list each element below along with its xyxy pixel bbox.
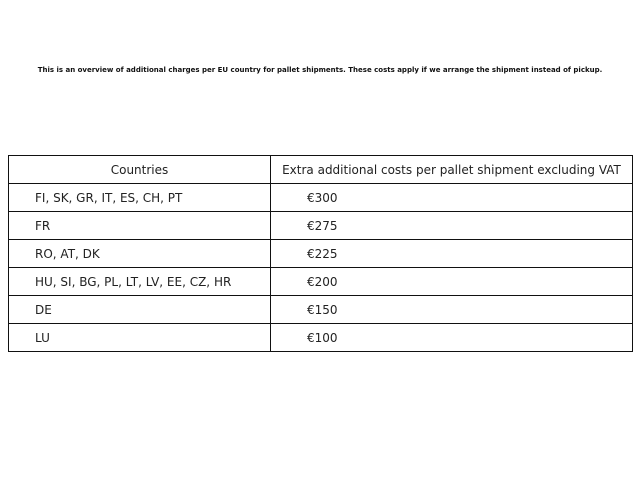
- table-row: RO, AT, DK €225: [8, 239, 633, 268]
- cost-cell: €225: [270, 239, 633, 268]
- countries-cell: DE: [8, 295, 271, 324]
- countries-cell: RO, AT, DK: [8, 239, 271, 268]
- countries-cell: FI, SK, GR, IT, ES, CH, PT: [8, 183, 271, 212]
- table-header-row: Countries Extra additional costs per pal…: [8, 155, 633, 184]
- countries-cell: FR: [8, 211, 271, 240]
- pallet-charges-table: Countries Extra additional costs per pal…: [8, 155, 633, 352]
- header-countries: Countries: [8, 155, 271, 184]
- cost-cell: €275: [270, 211, 633, 240]
- table-row: LU €100: [8, 323, 633, 352]
- cost-cell: €200: [270, 267, 633, 296]
- table-row: HU, SI, BG, PL, LT, LV, EE, CZ, HR €200: [8, 267, 633, 296]
- header-cost: Extra additional costs per pallet shipme…: [270, 155, 633, 184]
- table-row: FR €275: [8, 211, 633, 240]
- countries-cell: LU: [8, 323, 271, 352]
- cost-cell: €100: [270, 323, 633, 352]
- table-row: FI, SK, GR, IT, ES, CH, PT €300: [8, 183, 633, 212]
- table-row: DE €150: [8, 295, 633, 324]
- cost-cell: €300: [270, 183, 633, 212]
- cost-cell: €150: [270, 295, 633, 324]
- intro-text: This is an overview of additional charge…: [37, 66, 603, 74]
- countries-cell: HU, SI, BG, PL, LT, LV, EE, CZ, HR: [8, 267, 271, 296]
